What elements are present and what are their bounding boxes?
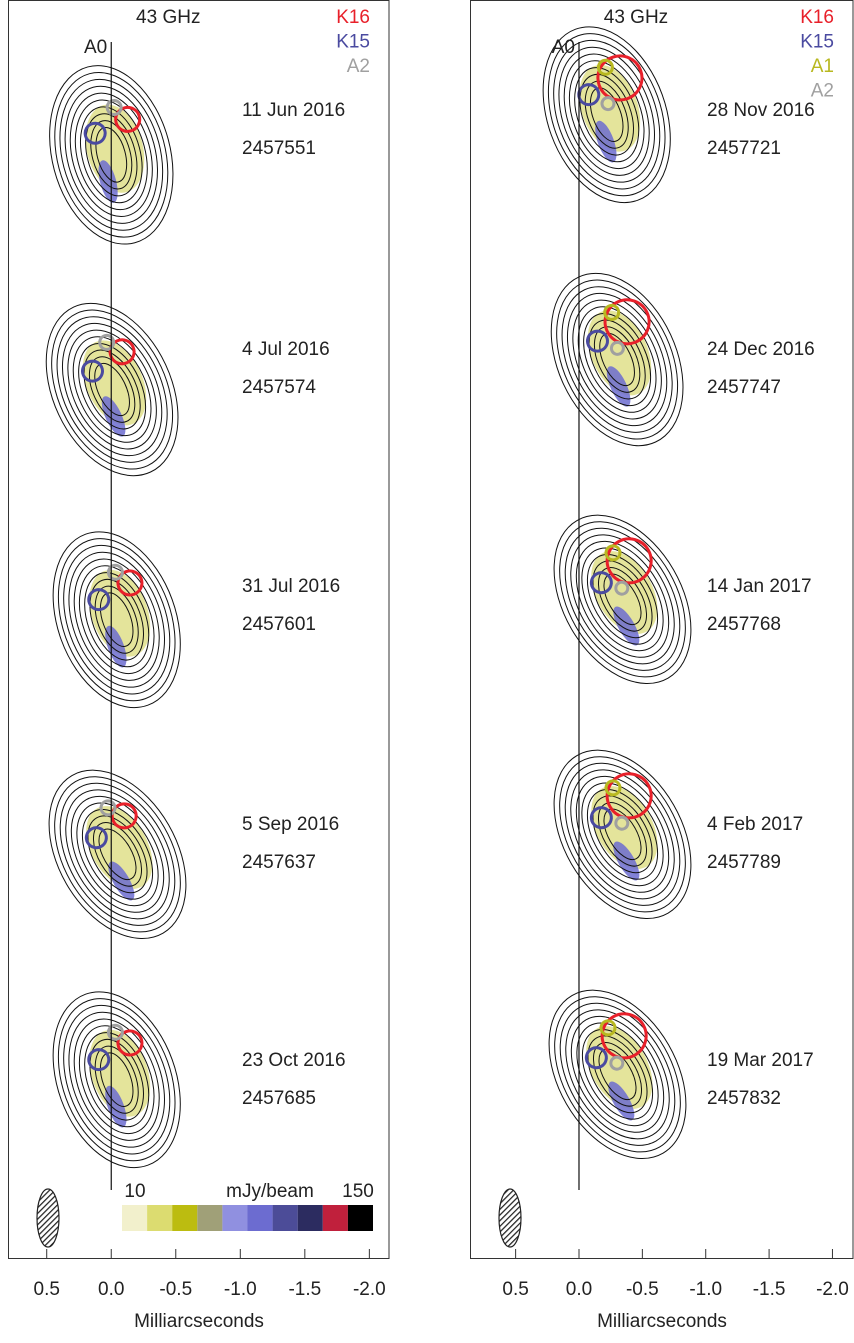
epoch-jd: 2457685 bbox=[242, 1088, 316, 1109]
x-axis-label: Milliarcseconds bbox=[597, 1311, 727, 1332]
epoch-date: 14 Jan 2017 bbox=[707, 576, 812, 597]
figure: A0 43 GHz K16 K15 A2 11 Jun 2016 2457551 4 Jul … bbox=[0, 0, 854, 1338]
epoch-jd: 2457721 bbox=[707, 138, 781, 159]
map bbox=[21, 746, 214, 963]
frequency: 43 GHz bbox=[136, 7, 200, 28]
colorbar-max: 150 bbox=[342, 1181, 374, 1202]
x-axis-label: Milliarcseconds bbox=[134, 1311, 264, 1332]
epoch-date: 5 Sep 2016 bbox=[242, 814, 339, 835]
legend-entry: A2 bbox=[811, 81, 834, 102]
x-tick-label: -2.0 bbox=[353, 1279, 386, 1300]
colorbar-cell bbox=[147, 1205, 172, 1231]
colorbar-cell bbox=[323, 1205, 348, 1231]
epoch-date: 4 Jul 2016 bbox=[242, 339, 330, 360]
epoch-jd: 2457551 bbox=[242, 138, 316, 159]
epoch-date: 28 Nov 2016 bbox=[707, 100, 815, 121]
x-tick-label: -1.0 bbox=[224, 1279, 257, 1300]
map bbox=[525, 252, 709, 467]
map bbox=[30, 514, 203, 725]
x-tick-label: 0.0 bbox=[566, 1279, 592, 1300]
colorbar-min: 10 bbox=[124, 1181, 145, 1202]
map bbox=[521, 966, 714, 1183]
legend-entry: A2 bbox=[347, 56, 370, 77]
epoch-jd: 2457832 bbox=[707, 1088, 781, 1109]
epoch-jd: 2457747 bbox=[707, 377, 781, 398]
legend-entry: K15 bbox=[800, 32, 834, 53]
x-tick-label: -0.5 bbox=[626, 1279, 659, 1300]
epoch-date: 4 Feb 2017 bbox=[707, 814, 803, 835]
epoch-jd: 2457574 bbox=[242, 377, 316, 398]
epoch-jd: 2457637 bbox=[242, 852, 316, 873]
frequency: 43 GHz bbox=[604, 7, 668, 28]
beam bbox=[37, 1189, 59, 1247]
x-tick-label: -2.0 bbox=[816, 1279, 849, 1300]
epoch-date: 31 Jul 2016 bbox=[242, 576, 340, 597]
colorbar-cell bbox=[122, 1205, 147, 1231]
epoch-date: 19 Mar 2017 bbox=[707, 1050, 814, 1071]
colorbar-cell bbox=[273, 1205, 298, 1231]
epoch-jd: 2457601 bbox=[242, 614, 316, 635]
core-label: A0 bbox=[84, 37, 107, 58]
core-label: A0 bbox=[552, 37, 575, 58]
epoch-date: 24 Dec 2016 bbox=[707, 339, 815, 360]
epoch-jd: 2457768 bbox=[707, 614, 781, 635]
colorbar-cell bbox=[298, 1205, 323, 1231]
epoch-date: 23 Oct 2016 bbox=[242, 1050, 346, 1071]
epoch-date: 11 Jun 2016 bbox=[242, 100, 345, 121]
map bbox=[30, 974, 203, 1185]
legend-entry: K15 bbox=[336, 32, 370, 53]
epoch-jd: 2457789 bbox=[707, 852, 781, 873]
map bbox=[526, 491, 719, 708]
colorbar-cell bbox=[348, 1205, 373, 1231]
x-tick-label: 0.5 bbox=[34, 1279, 60, 1300]
colorbar-cell bbox=[222, 1205, 247, 1231]
x-tick-label: -1.5 bbox=[753, 1279, 786, 1300]
map bbox=[526, 726, 719, 943]
colorbar-cell bbox=[172, 1205, 197, 1231]
x-tick-label: 0.0 bbox=[98, 1279, 124, 1300]
x-tick-label: -1.0 bbox=[689, 1279, 722, 1300]
legend-entry: A1 bbox=[811, 56, 834, 77]
colorbar-cell bbox=[197, 1205, 222, 1231]
legend-entry: K16 bbox=[336, 7, 370, 28]
map bbox=[20, 282, 204, 497]
x-tick-label: -1.5 bbox=[288, 1279, 321, 1300]
x-tick-label: 0.5 bbox=[502, 1279, 528, 1300]
colorbar-cell bbox=[248, 1205, 273, 1231]
colorbar-unit: mJy/beam bbox=[226, 1181, 314, 1202]
beam bbox=[499, 1189, 521, 1247]
legend-entry: K16 bbox=[800, 7, 834, 28]
map bbox=[520, 9, 693, 220]
x-tick-label: -0.5 bbox=[159, 1279, 192, 1300]
